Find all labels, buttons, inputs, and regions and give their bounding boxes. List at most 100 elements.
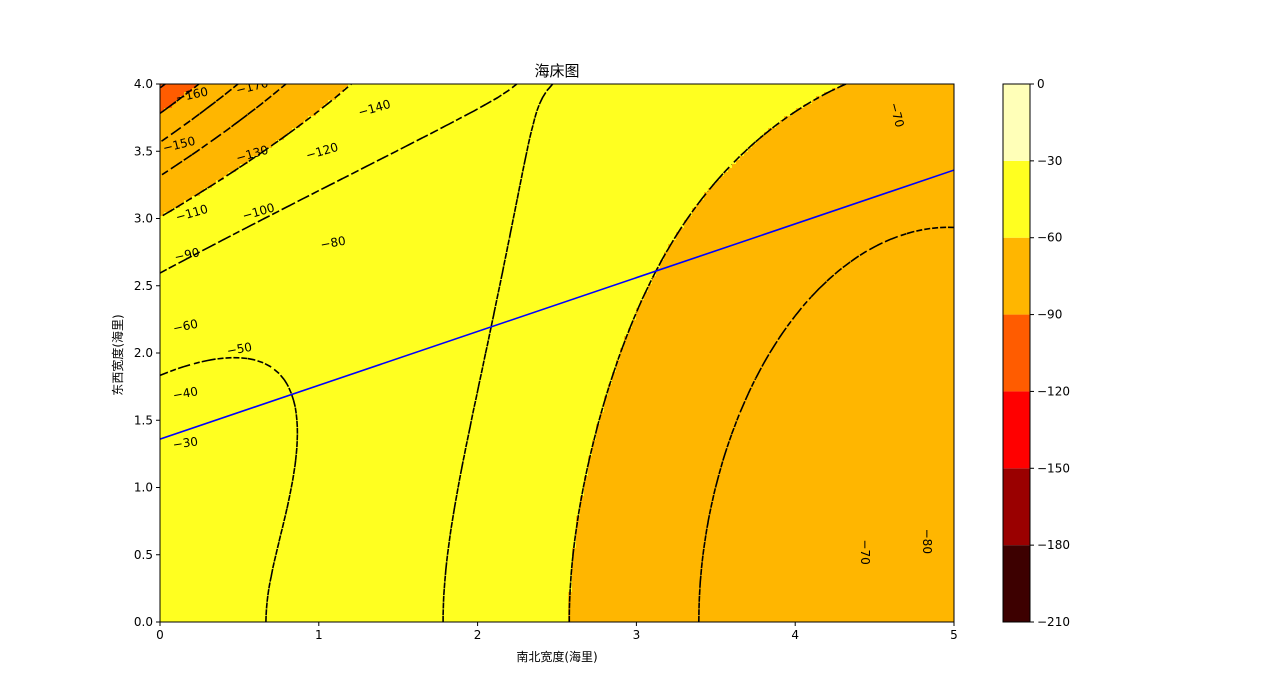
- contour-fill-cell: [248, 536, 253, 541]
- contour-fill-cell: [168, 364, 173, 369]
- contour-fill-cell: [280, 132, 285, 137]
- contour-fill-cell: [300, 544, 305, 549]
- contour-fill-cell: [192, 416, 197, 421]
- contour-fill-cell: [208, 128, 213, 133]
- contour-fill-cell: [264, 520, 269, 525]
- contour-fill-cell: [244, 116, 249, 121]
- contour-fill-cell: [208, 432, 213, 437]
- contour-fill-cell: [216, 344, 221, 349]
- contour-fill-cell: [284, 292, 289, 297]
- contour-fill-cell: [288, 380, 293, 385]
- contour-fill-cell: [252, 392, 257, 397]
- contour-fill-cell: [204, 196, 209, 201]
- contour-fill-cell: [240, 148, 245, 153]
- contour-fill-cell: [264, 392, 269, 397]
- contour-fill-cell: [272, 232, 277, 237]
- contour-fill-cell: [188, 384, 193, 389]
- contour-fill-cell: [220, 516, 225, 521]
- contour-fill-cell: [180, 204, 185, 209]
- contour-fill-cell: [304, 544, 309, 549]
- contour-fill-cell: [200, 504, 205, 509]
- contour-fill-cell: [172, 436, 177, 441]
- contour-fill-cell: [224, 400, 229, 405]
- contour-fill-cell: [192, 500, 197, 505]
- contour-fill-cell: [280, 388, 285, 393]
- contour-fill-cell: [284, 364, 289, 369]
- contour-fill-cell: [188, 404, 193, 409]
- contour-fill-cell: [188, 380, 193, 385]
- contour-fill-cell: [224, 556, 229, 561]
- contour-fill-cell: [228, 220, 233, 225]
- contour-fill-cell: [264, 120, 269, 125]
- contour-fill-cell: [232, 388, 237, 393]
- contour-fill-cell: [264, 240, 269, 245]
- contour-fill-cell: [188, 556, 193, 561]
- contour-fill-cell: [240, 472, 245, 477]
- contour-fill-cell: [272, 180, 277, 185]
- contour-fill-cell: [240, 300, 245, 305]
- contour-fill-cell: [240, 156, 245, 161]
- contour-fill-cell: [196, 532, 201, 537]
- contour-fill-cell: [252, 136, 257, 141]
- contour-fill-cell: [248, 132, 253, 137]
- contour-fill-cell: [244, 368, 249, 373]
- contour-fill-cell: [232, 424, 237, 429]
- contour-fill-cell: [200, 604, 205, 609]
- contour-fill-cell: [188, 192, 193, 197]
- contour-fill-cell: [196, 348, 201, 353]
- contour-fill-cell: [264, 244, 269, 249]
- contour-fill-cell: [192, 584, 197, 589]
- contour-fill-cell: [216, 136, 221, 141]
- contour-fill-cell: [172, 240, 177, 245]
- contour-fill-cell: [168, 516, 173, 521]
- contour-fill-cell: [184, 244, 189, 249]
- contour-fill-cell: [296, 516, 301, 521]
- contour-fill-cell: [304, 484, 309, 489]
- contour-fill-cell: [196, 296, 201, 301]
- contour-fill-cell: [164, 112, 169, 117]
- contour-fill-cell: [204, 372, 209, 377]
- contour-fill-cell: [232, 460, 237, 465]
- contour-fill-cell: [200, 516, 205, 521]
- contour-fill-cell: [172, 316, 177, 321]
- contour-fill-cell: [256, 168, 261, 173]
- contour-fill-cell: [228, 488, 233, 493]
- contour-fill-cell: [268, 508, 273, 513]
- contour-fill-cell: [236, 548, 241, 553]
- contour-fill-cell: [220, 384, 225, 389]
- contour-fill-cell: [180, 544, 185, 549]
- contour-fill-cell: [184, 192, 189, 197]
- contour-fill-cell: [216, 444, 221, 449]
- contour-fill-cell: [176, 444, 181, 449]
- contour-fill-cell: [300, 412, 305, 417]
- contour-fill-cell: [192, 272, 197, 277]
- contour-fill-cell: [276, 236, 281, 241]
- contour-fill-cell: [264, 172, 269, 177]
- contour-fill-cell: [216, 260, 221, 265]
- contour-fill-cell: [284, 256, 289, 261]
- contour-fill-cell: [280, 144, 285, 149]
- contour-fill-cell: [184, 168, 189, 173]
- contour-fill-cell: [272, 112, 277, 117]
- contour-fill-cell: [160, 148, 165, 153]
- contour-fill-cell: [200, 588, 205, 593]
- contour-fill-cell: [228, 468, 233, 473]
- contour-fill-cell: [232, 512, 237, 517]
- contour-fill-cell: [236, 128, 241, 133]
- contour-fill-cell: [244, 176, 249, 181]
- contour-fill-cell: [172, 136, 177, 141]
- contour-fill-cell: [164, 284, 169, 289]
- contour-fill-cell: [292, 320, 297, 325]
- contour-fill-cell: [224, 408, 229, 413]
- contour-fill-cell: [292, 260, 297, 265]
- contour-fill-cell: [232, 260, 237, 265]
- contour-fill-cell: [256, 464, 261, 469]
- contour-fill-cell: [240, 396, 245, 401]
- contour-fill-cell: [240, 588, 245, 593]
- contour-fill-cell: [292, 328, 297, 333]
- contour-fill-cell: [272, 208, 277, 213]
- contour-fill-cell: [188, 504, 193, 509]
- contour-fill-cell: [296, 172, 301, 177]
- contour-fill-cell: [296, 472, 301, 477]
- contour-fill-cell: [300, 532, 305, 537]
